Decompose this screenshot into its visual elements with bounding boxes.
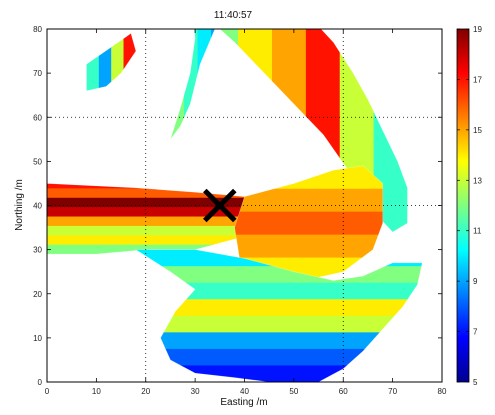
colorbar-tick-label: 9 [473,277,478,286]
x-tick-label: 10 [92,387,101,396]
y-tick-label: 50 [33,157,42,166]
region-band [111,33,125,91]
region-band [135,332,423,350]
region-band [135,282,423,301]
colorbar [456,28,470,383]
region-band [47,197,373,209]
grid-lines [47,29,442,382]
y-tick-label: 30 [33,246,42,255]
y-tick-label: 10 [33,334,42,343]
region-band [234,188,383,213]
colorbar-tick-label: 19 [473,25,482,34]
region-band [234,234,383,259]
x-tick-label: 60 [339,387,348,396]
x-axis: 0 10 20 30 40 50 60 70 80 [45,29,447,396]
region-band [47,216,373,227]
region-band [197,29,213,140]
marker-stroke [203,188,237,223]
y-tick-label: 80 [33,25,42,34]
region-outline [86,32,137,92]
x-axis-label: Easting /m [220,397,267,408]
colorbar-tick-label: 15 [473,126,482,135]
region-band [135,365,423,382]
colorbar-tick-label: 5 [473,378,478,387]
colorbar-tick-label: 17 [473,75,482,84]
region-band [135,348,423,367]
position-marker [203,188,237,223]
region-south-arm [135,249,423,382]
region-outline [134,249,423,382]
x-tick-label: 40 [240,387,249,396]
y-tick-label: 40 [33,202,42,211]
colorbar-tick-label: 11 [473,227,482,236]
x-tick-label: 0 [45,387,50,396]
colorbar-tick-label: 13 [473,176,482,185]
region-band [98,33,113,91]
chart-title: 11:40:57 [214,10,253,21]
y-tick-label: 70 [33,69,42,78]
region-outline [170,29,216,140]
region-band [234,211,383,236]
y-axis: 0 10 20 30 40 50 60 70 80 [33,25,442,387]
region-band [123,33,136,91]
colorbar-ticks: 5 7 9 11 13 15 17 19 [457,25,482,387]
y-tick-label: 20 [33,290,42,299]
region-band [184,29,199,140]
region-band [86,33,100,91]
region-band [47,235,373,246]
region-band [135,266,423,284]
colorbar-tick-label: 7 [473,328,478,337]
region-upper-left-vein [170,29,225,140]
region-band [135,299,423,317]
x-tick-label: 70 [388,387,397,396]
y-tick-label: 60 [33,113,42,122]
region-band [234,165,383,190]
region-band [211,29,225,140]
y-tick-label: 0 [38,378,43,387]
x-tick-label: 80 [438,387,447,396]
x-tick-label: 50 [289,387,298,396]
y-axis-label: Northing /m [14,179,25,231]
region-north-island [86,33,136,91]
x-tick-label: 30 [191,387,200,396]
region-band [47,225,373,237]
x-tick-label: 20 [141,387,150,396]
region-band [135,315,423,334]
